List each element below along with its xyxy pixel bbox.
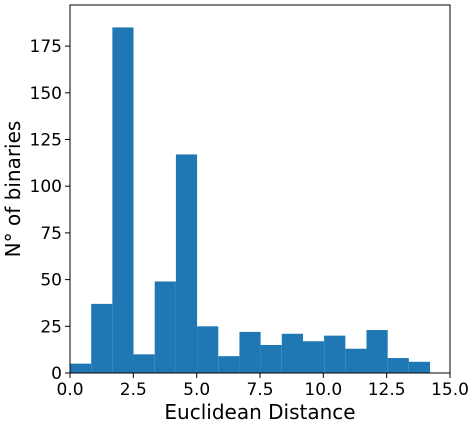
histogram-bar — [281, 333, 303, 373]
histogram-bar — [324, 335, 346, 373]
y-tick-label: 0 — [51, 364, 62, 384]
y-tick-label: 50 — [40, 271, 62, 291]
y-tick-label: 175 — [30, 37, 62, 57]
x-tick-label: 0.0 — [56, 380, 83, 400]
histogram-bar — [70, 363, 92, 373]
y-tick-label: 125 — [30, 130, 62, 150]
histogram-bar — [218, 356, 240, 373]
histogram-bar — [302, 341, 325, 373]
x-tick-label: 15.0 — [431, 380, 469, 400]
plot-frame — [69, 4, 451, 374]
histogram-bar — [133, 354, 155, 373]
x-tick-label: 5.0 — [183, 380, 210, 400]
x-tick-label: 7.5 — [246, 380, 273, 400]
bars-group — [70, 27, 431, 373]
x-tick-label: 2.5 — [120, 380, 147, 400]
histogram-bar — [112, 27, 134, 373]
histogram-bar — [175, 154, 198, 373]
histogram-bar — [366, 330, 388, 373]
y-tick-label: 100 — [30, 177, 62, 197]
x-axis-ticks: 0.0 2.5 5.0 7.5 10.0 12.5 15.0 — [56, 373, 469, 400]
histogram-bar — [408, 361, 431, 373]
y-axis-label: N° of binaries — [1, 121, 25, 258]
y-tick-label: 150 — [30, 84, 62, 104]
histogram-bar — [387, 358, 409, 373]
x-tick-label: 12.5 — [368, 380, 406, 400]
histogram-bar — [154, 281, 176, 373]
x-tick-label: 10.0 — [304, 380, 342, 400]
histogram-bar — [260, 344, 282, 373]
histogram-bar — [239, 331, 261, 373]
histogram-bar — [91, 303, 113, 373]
y-axis-ticks: 0 25 50 75 100 125 150 175 — [30, 37, 70, 384]
histogram-bar — [345, 348, 367, 373]
x-axis-label: Euclidean Distance — [164, 400, 355, 424]
y-tick-label: 75 — [40, 224, 62, 244]
y-tick-label: 25 — [40, 317, 62, 337]
histogram-bar — [197, 326, 219, 373]
